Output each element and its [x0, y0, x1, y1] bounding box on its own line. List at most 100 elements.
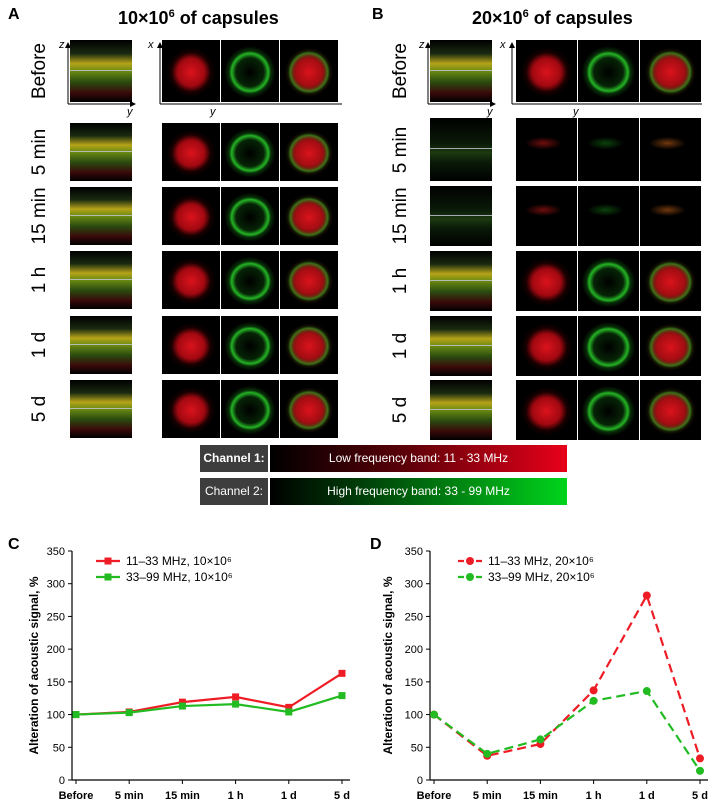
b-z-arrow	[425, 42, 431, 48]
legend-label-1: 33–99 MHz, 10×10⁶	[126, 570, 233, 584]
series-1-point-1	[125, 709, 133, 717]
x-tick-label-3: 1 h	[586, 790, 602, 802]
b-side-view-4	[430, 316, 492, 376]
x-tick-label-5: 5 d	[334, 790, 350, 802]
a-z-arrow	[65, 42, 71, 48]
channel-1-band: Low frequency band: 11 - 33 MHz	[270, 445, 567, 472]
series-1-point-0	[430, 710, 438, 719]
b-side-line-4	[430, 345, 492, 346]
y-tick-label-3: 150	[405, 677, 423, 689]
a-red-tile-0	[162, 40, 220, 102]
panel-letter-a: A	[8, 6, 20, 23]
channel-1-gap	[268, 445, 270, 472]
series-1-point-3	[232, 700, 240, 708]
a-red-tile-5	[162, 380, 220, 438]
a-side-view-5	[70, 380, 132, 438]
legend-marker-0	[104, 557, 112, 565]
series-0-point-5	[338, 669, 346, 677]
panel-b-title-base: 20×10	[472, 8, 523, 28]
panel-letter-c: C	[8, 536, 20, 553]
b-merge-tile-1	[640, 118, 701, 181]
a-axis-y-label: y	[127, 106, 133, 118]
series-1-point-5	[696, 766, 704, 775]
panel-a-axes	[65, 42, 342, 107]
a-merge-tile-4	[280, 316, 338, 374]
a-axis-z-label: z	[59, 39, 65, 51]
a-red-tile-2	[162, 187, 220, 245]
panel-b-title-exp: 6	[522, 8, 529, 20]
b-side-line-1	[430, 148, 492, 149]
y-axis-label: Alteration of acoustic signal, %	[381, 576, 395, 754]
panel-letter-d: D	[370, 536, 382, 553]
a-y-arrow	[130, 101, 136, 107]
b-green-tile-1	[578, 118, 639, 181]
b-red-tile-1	[516, 118, 577, 181]
panel-a-title-exp: 6	[168, 8, 175, 20]
b-side-line-5	[430, 409, 492, 410]
a-row-label-1: 5 min	[29, 128, 50, 176]
series-1-point-1	[483, 749, 492, 758]
b-merge-tile-3	[640, 251, 701, 311]
y-tick-label-7: 350	[47, 546, 65, 558]
a-row-label-3: 1 h	[29, 266, 50, 294]
b-merge-tile-5	[640, 380, 701, 440]
b-green-tile-0	[578, 40, 639, 102]
panel-a-title-rest: of capsules	[174, 8, 279, 28]
b-side-line-2	[430, 215, 492, 216]
b-red-tile-3	[516, 251, 577, 311]
y-tick-label-0: 0	[417, 775, 423, 787]
a-side-line-2	[70, 215, 132, 216]
series-1-point-2	[178, 702, 186, 710]
b-y-arrow	[490, 101, 496, 107]
y-tick-label-7: 350	[405, 546, 423, 558]
y-tick-label-6: 300	[405, 579, 423, 591]
panel-b-axes	[425, 42, 702, 107]
a-row-label-4: 1 d	[29, 331, 50, 359]
a-green-tile-5	[221, 380, 279, 438]
series-0-point-4	[642, 591, 651, 600]
b-red-tile-4	[516, 316, 577, 376]
a-row-label-5: 5 d	[29, 395, 50, 423]
panel-a-title: 10×106 of capsules	[118, 8, 279, 29]
a-red-tile-3	[162, 251, 220, 309]
y-tick-label-4: 200	[405, 644, 423, 656]
legend-label-1: 33–99 MHz, 20×10⁶	[488, 570, 595, 584]
series-1-point-4	[642, 687, 651, 696]
a-side-view-0	[70, 40, 132, 102]
b-red-tile-0	[516, 40, 577, 102]
series-0-point-4	[285, 703, 293, 711]
x-tick-label-1: 5 min	[115, 790, 144, 802]
a-x-arrow	[157, 42, 163, 48]
a-side-line-0	[70, 70, 132, 71]
b-row-label-4: 1 d	[390, 332, 411, 360]
legend-marker-1	[466, 573, 474, 581]
series-0-point-3	[232, 693, 240, 701]
series-line-0	[433, 592, 702, 759]
a-merge-tile-2	[280, 187, 338, 245]
channel-2-label: Channel 2:	[200, 478, 268, 505]
b-axis-y-label: y	[487, 106, 493, 118]
legend-label-0: 11–33 MHz, 20×10⁶	[488, 554, 594, 568]
a-side-view-2	[70, 187, 132, 245]
y-tick-label-1: 50	[53, 742, 65, 754]
a-side-line-3	[70, 279, 132, 280]
series-line-1	[433, 689, 701, 772]
a-green-tile-2	[221, 187, 279, 245]
b-merge-tile-4	[640, 316, 701, 376]
series-1-point-3	[589, 696, 598, 705]
a-side-line-5	[70, 408, 132, 409]
channel-2-gap	[268, 478, 270, 505]
panel-b-title-rest: of capsules	[528, 8, 633, 28]
a-green-tile-3	[221, 251, 279, 309]
series-line-1	[75, 694, 343, 716]
x-tick-label-1: 5 min	[473, 790, 502, 802]
b-axis-y2-label: y	[573, 106, 579, 118]
b-side-line-3	[430, 280, 492, 281]
b-side-view-2	[430, 186, 492, 246]
b-side-line-0	[430, 70, 492, 71]
b-side-view-0	[430, 40, 492, 102]
channel-2-legend: Channel 2: High frequency band: 33 - 99 …	[200, 478, 567, 505]
y-tick-label-1: 50	[411, 742, 423, 754]
b-green-tile-2	[578, 186, 639, 246]
x-tick-label-0: Before	[417, 790, 452, 802]
